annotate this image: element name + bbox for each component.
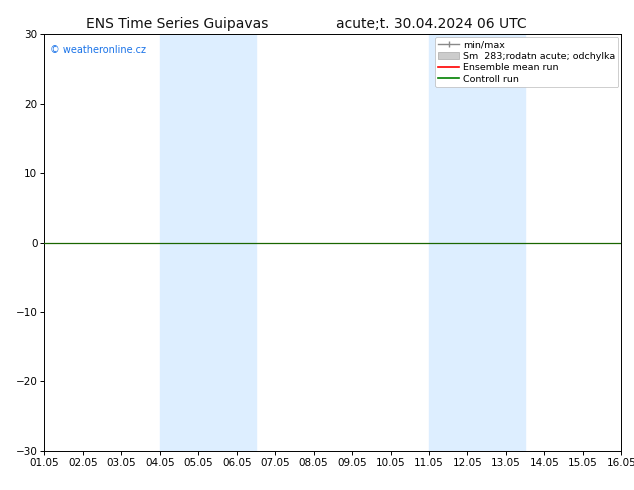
Text: ENS Time Series Guipavas: ENS Time Series Guipavas bbox=[86, 17, 269, 31]
Text: © weatheronline.cz: © weatheronline.cz bbox=[50, 45, 146, 55]
Text: acute;t. 30.04.2024 06 UTC: acute;t. 30.04.2024 06 UTC bbox=[336, 17, 526, 31]
Bar bbox=[160, 34, 256, 451]
Bar bbox=[429, 34, 525, 451]
Legend: min/max, Sm  283;rodatn acute; odchylka, Ensemble mean run, Controll run: min/max, Sm 283;rodatn acute; odchylka, … bbox=[435, 37, 619, 87]
